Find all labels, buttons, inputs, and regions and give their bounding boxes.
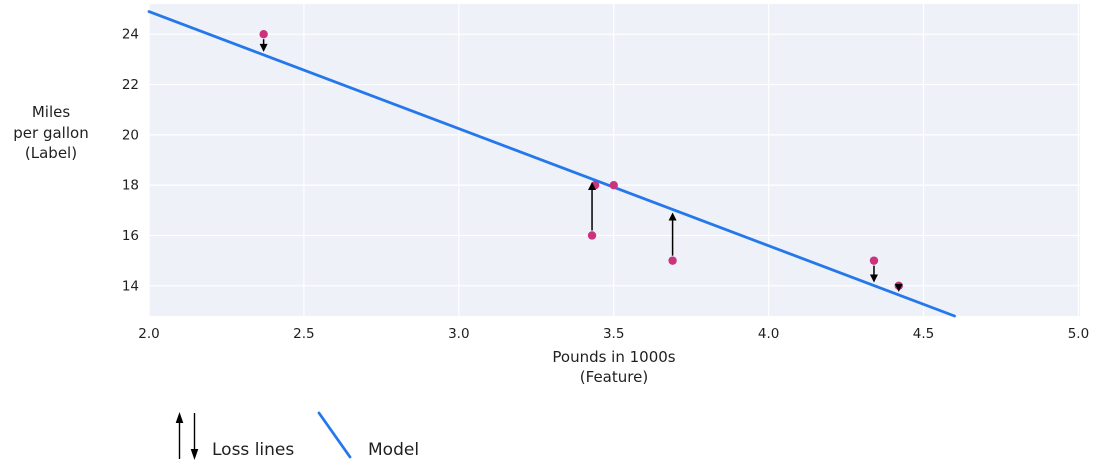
gridlines	[148, 4, 1080, 316]
x-tick-label: 2.0	[138, 326, 159, 342]
legend-label-model: Model	[368, 440, 419, 460]
x-axis-tick-labels: 2.0 2.5 3.0 3.5 4.0 4.5 5.0	[138, 326, 1089, 342]
data-point	[259, 29, 268, 39]
x-tick-label: 2.5	[293, 326, 314, 342]
data-point	[587, 231, 597, 240]
plot-area	[149, 4, 1080, 316]
loss-line-arrowhead-down	[894, 283, 903, 292]
x-axis-label-line-2: (Feature)	[580, 368, 648, 386]
data-points	[259, 29, 903, 291]
y-tick-label: 20	[122, 127, 139, 143]
x-tick-label: 3.5	[603, 326, 624, 342]
y-tick-label: 18	[122, 178, 139, 194]
y-axis-label-line-3: (Label)	[25, 144, 77, 162]
y-tick-label: 22	[122, 77, 139, 93]
data-point	[869, 256, 879, 265]
data-point	[609, 180, 618, 190]
loss-lines-legend-icon	[175, 412, 199, 460]
y-axis-tick-labels: 14 16 18 20 22 24	[122, 27, 139, 295]
up-arrow-head-icon	[175, 412, 184, 423]
x-tick-label: 4.0	[758, 326, 779, 342]
legend: Loss lines Model	[175, 411, 419, 460]
y-tick-label: 24	[122, 27, 139, 43]
x-axis-label-line-1: Pounds in 1000s	[552, 348, 675, 366]
y-axis-label-line-2: per gallon	[13, 124, 88, 142]
model-legend-icon	[317, 411, 352, 459]
loss-line-arrowhead-down	[869, 274, 878, 283]
x-tick-label: 3.0	[448, 326, 469, 342]
loss-line-arrowhead-up	[588, 181, 597, 190]
data-point	[668, 256, 677, 265]
legend-label-loss-lines: Loss lines	[212, 440, 294, 460]
loss-line-arrowhead-up	[668, 212, 677, 221]
loss-arrows	[259, 39, 903, 292]
y-tick-label: 14	[122, 278, 139, 294]
loss-line-arrowhead-down	[259, 43, 268, 52]
y-axis-label-line-1: Miles	[32, 103, 71, 121]
y-tick-label: 16	[122, 228, 139, 244]
model-line	[147, 10, 956, 318]
x-tick-label: 4.5	[913, 326, 934, 342]
down-arrow-head-icon	[190, 449, 199, 460]
x-tick-label: 5.0	[1068, 326, 1089, 342]
